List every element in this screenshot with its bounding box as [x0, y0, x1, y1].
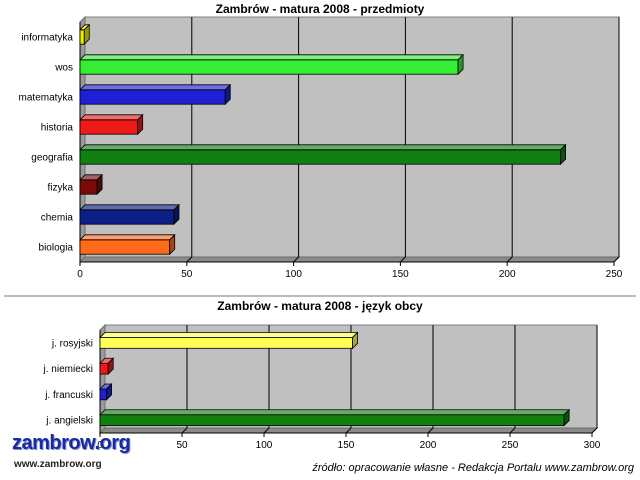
gridline-floor	[181, 427, 188, 434]
chart-subjects: Zambrów - matura 2008 - przedmioty 0 50 100…	[19, 2, 623, 280]
chart-title: Zambrów - matura 2008 - przedmioty	[216, 2, 425, 16]
bar-end	[457, 53, 464, 76]
bar-j-francuski	[99, 383, 113, 401]
logo-url[interactable]: www.zambrow.org	[14, 459, 102, 470]
zambrow-logo[interactable]: zambrow.org www.zambrow.org	[12, 432, 132, 476]
bar-top	[99, 409, 571, 416]
gridline-floor	[427, 427, 434, 434]
tick-label: 50	[176, 440, 188, 451]
bar-top	[99, 332, 359, 338]
gridline-floor	[591, 427, 598, 434]
category-label: geografia	[31, 153, 73, 164]
bar-top	[79, 54, 465, 61]
bar-front	[99, 388, 107, 401]
bar-j-angielski	[99, 408, 571, 427]
category-label: informatyka	[21, 33, 73, 44]
bar-chemia	[79, 203, 180, 226]
bar-biologia	[79, 233, 176, 256]
bar-front	[99, 337, 353, 349]
bar-j-rosyjski	[99, 331, 359, 350]
category-label: j. angielski	[45, 416, 93, 427]
bar-end	[106, 383, 112, 401]
gridline-floor	[400, 256, 406, 263]
bar-front	[79, 209, 175, 225]
bar-front	[79, 59, 459, 75]
bar-end	[137, 113, 144, 136]
tick-label: 250	[606, 269, 623, 280]
tick-label: 250	[502, 440, 519, 451]
bar-wos	[79, 53, 465, 76]
bar-end	[96, 173, 103, 196]
category-label: wos	[54, 63, 73, 74]
gridline-floor	[509, 427, 516, 434]
tick-label: 100	[256, 440, 273, 451]
bar-top	[79, 234, 176, 241]
chart-languages: Zambrów - matura 2008 - język obcy 0 50 100…	[43, 299, 601, 451]
gridline-floor	[506, 256, 513, 263]
bar-fizyka	[79, 173, 104, 196]
tick-label: 0	[97, 440, 103, 451]
category-label: historia	[41, 123, 74, 134]
bar-matematyka	[79, 83, 232, 106]
category-label: j. niemiecki	[43, 364, 93, 375]
category-label: matematyka	[19, 93, 74, 104]
plot-side-wall	[79, 15, 86, 264]
gridline-floor	[186, 256, 193, 263]
bar-geografia	[79, 143, 567, 166]
bar-front	[79, 179, 98, 195]
category-label: biologia	[39, 243, 74, 254]
chart-title: Zambrów - matura 2008 - język obcy	[217, 299, 423, 313]
gridline-floor	[345, 427, 352, 434]
bar-informatyka	[79, 23, 91, 46]
bar-front	[79, 119, 139, 135]
tick-label: 200	[420, 440, 437, 451]
tick-label: 200	[499, 269, 516, 280]
bar-end	[173, 203, 180, 226]
tick-label: 50	[181, 269, 193, 280]
bar-end	[352, 331, 358, 350]
category-label: fizyka	[47, 183, 73, 194]
bar-top	[79, 114, 144, 121]
bar-front	[99, 362, 109, 375]
plot-floor	[78, 256, 621, 263]
category-label: chemia	[41, 213, 74, 224]
bar-end	[560, 143, 566, 166]
category-label: j. rosyjski	[51, 338, 93, 349]
bar-end	[83, 23, 90, 46]
gridline-floor	[293, 256, 299, 263]
bar-front	[79, 149, 562, 165]
bar-front	[99, 414, 565, 426]
category-label: j. francuski	[44, 390, 93, 401]
bar-front	[79, 239, 171, 255]
bar-top	[79, 84, 232, 91]
bar-end	[169, 233, 176, 256]
tick-label: 100	[285, 269, 302, 280]
tick-label: 150	[392, 269, 409, 280]
bar-front	[79, 89, 226, 105]
gridline-floor	[613, 256, 620, 263]
bar-end	[563, 408, 570, 427]
logo-name: zambrow.org	[12, 432, 131, 454]
tick-label: 300	[584, 440, 601, 451]
tick-label: 0	[77, 269, 83, 280]
gridline-floor	[263, 427, 270, 434]
source-note: źródło: opracowanie własne - Redakcja Po…	[312, 462, 634, 474]
bar-end	[224, 83, 231, 106]
bar-top	[79, 144, 567, 151]
tick-label: 150	[338, 440, 355, 451]
bar-j-niemiecki	[99, 357, 115, 375]
bar-historia	[79, 113, 144, 136]
bar-top	[79, 204, 180, 211]
bar-end	[107, 357, 114, 375]
bar-front	[79, 29, 85, 45]
